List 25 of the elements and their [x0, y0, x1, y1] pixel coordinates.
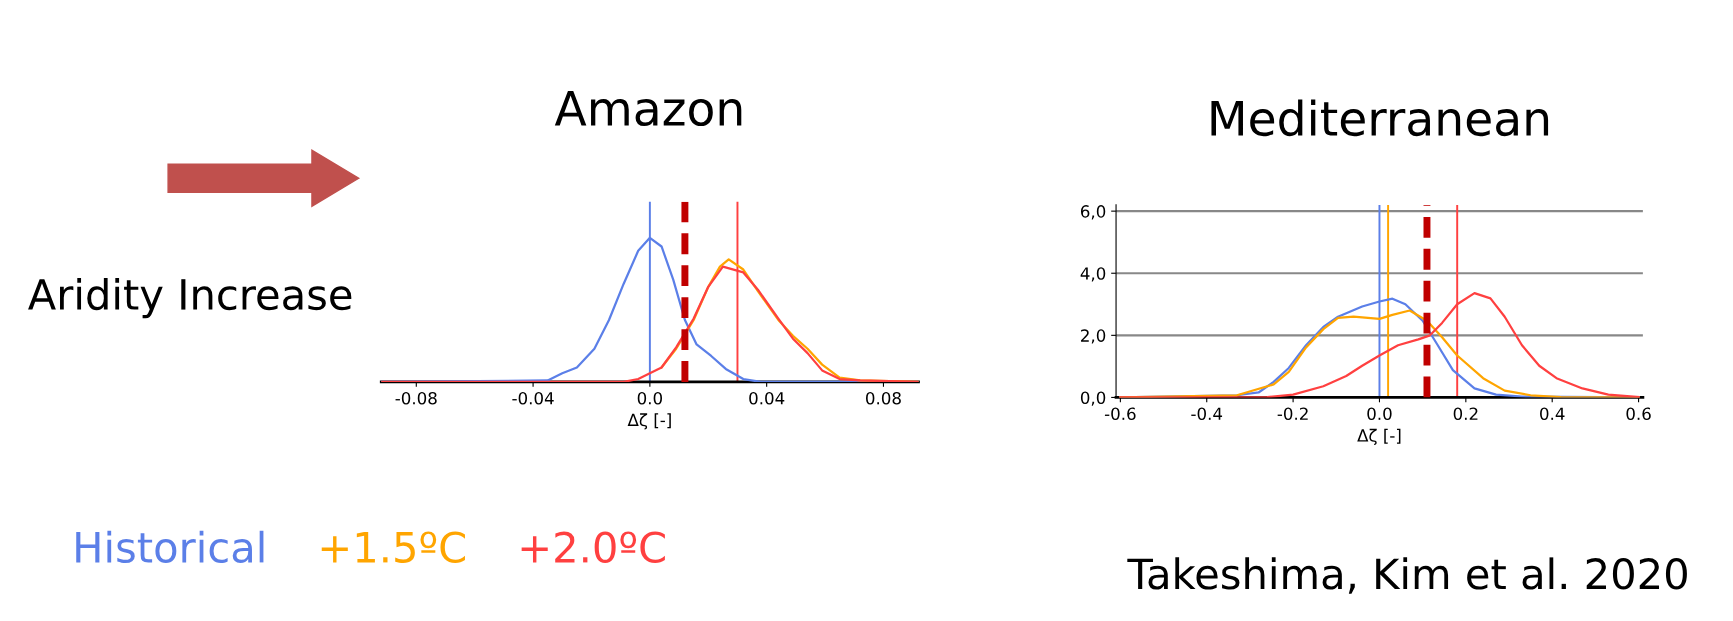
x-tick-label: -0.08	[395, 391, 437, 405]
x-tick-label: 0.04	[749, 391, 785, 405]
y-tick-label: 0,0	[1080, 391, 1106, 406]
x-tick-label: 0.4	[1540, 407, 1565, 421]
text: +1.5ºC	[321, 531, 465, 564]
y-tick-label: 6,0	[1080, 205, 1106, 220]
text: Takeshima, Kim et al. 2020	[1127, 557, 1687, 594]
x-tick-label: -0.2	[1277, 407, 1308, 421]
x-axis-title: Δζ [-]	[1357, 428, 1401, 446]
text: Historical	[76, 530, 264, 564]
x-tick-label: -0.6	[1104, 407, 1136, 421]
text: +2.0ºC	[521, 531, 665, 564]
x-tick-label: -0.4	[1191, 407, 1223, 421]
x-tick-label: 0.6	[1626, 407, 1651, 421]
x-tick-label: 0.0	[1367, 407, 1392, 421]
x-tick-label: 0.2	[1453, 407, 1478, 421]
chart-title: Amazon	[554, 91, 742, 127]
chart-title: Mediterranean	[1211, 99, 1549, 137]
y-tick-label: 2,0	[1081, 329, 1106, 344]
x-tick-label: 0.08	[866, 391, 901, 405]
x-tick-label: -0.04	[512, 391, 554, 405]
text: Aridity Increase	[28, 277, 352, 319]
y-tick-label: 4,0	[1080, 267, 1106, 282]
x-tick-label: 0.0	[637, 391, 663, 405]
x-axis-title: Δζ [-]	[627, 413, 671, 430]
